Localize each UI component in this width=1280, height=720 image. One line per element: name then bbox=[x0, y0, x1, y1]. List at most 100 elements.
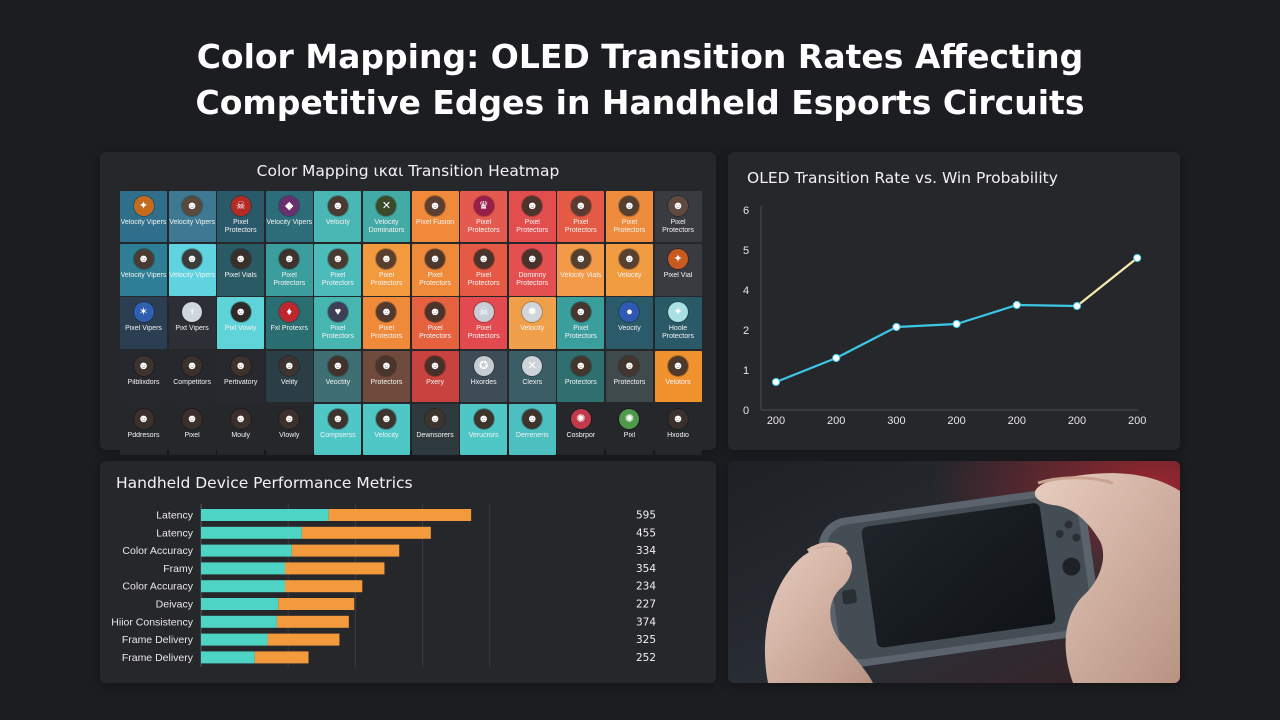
handheld-console-photo bbox=[728, 461, 1180, 683]
heatmap-cell: ✕ Velocity Dominators bbox=[362, 191, 410, 243]
line-data-point bbox=[1133, 253, 1142, 263]
player-portrait-icon: ☻ bbox=[473, 249, 494, 270]
heatmap-cell-label: Pixel Protectors bbox=[564, 219, 597, 234]
bar-category-label: Hiior Consistency bbox=[111, 616, 193, 628]
heatmap-cell: ☻ Velocity bbox=[362, 403, 410, 456]
line-series-segment bbox=[1076, 257, 1138, 307]
heatmap-cell-label: Clexrs bbox=[522, 378, 543, 386]
bar-segment-teal bbox=[201, 615, 277, 628]
heatmap-cell: ☻ Velocity Vials bbox=[557, 244, 605, 296]
heatmap-cell-label: Pixel Protectors bbox=[662, 219, 694, 234]
heatmap-cell-label: Velocity Vipers bbox=[169, 219, 215, 226]
heatmap-cell-label: Hxodio bbox=[667, 431, 689, 439]
heatmap-cell: ☻ Competitors bbox=[168, 350, 216, 402]
player-portrait-icon: ☻ bbox=[425, 302, 446, 323]
heatmap-cell: ✺ Pixl bbox=[605, 403, 653, 456]
bar-category-label: Frame Delivery bbox=[122, 634, 194, 646]
heatmap-cell: ✦ Pixel Vial bbox=[654, 244, 702, 296]
heatmap-cell-label: Pixel Protectors bbox=[467, 272, 500, 288]
heatmap-cell-label: Velocity bbox=[520, 325, 545, 333]
heatmap-panel: Color Mapping ικαι Transition Heatmap ✦ V… bbox=[100, 152, 716, 456]
y-tick-label: 6 bbox=[743, 205, 749, 217]
heatmap-cell: ☻ Vlowly bbox=[265, 403, 313, 456]
bar-chart-panel: Handheld Device Performance Metrics Late… bbox=[100, 461, 716, 683]
heatmap-grid: ✦ Velocity Vipers ☻ Velocity Vipers ☠ Pixel P… bbox=[120, 191, 702, 456]
heatmap-cell-label: Velity bbox=[280, 378, 298, 386]
wolf-emblem-icon: ♥ bbox=[327, 302, 348, 323]
heatmap-cell-label: Velocity bbox=[325, 219, 350, 226]
bar-segment-teal bbox=[201, 633, 268, 646]
heatmap-cell-label: Velocity bbox=[374, 431, 399, 439]
heatmap-cell-label: Velotors bbox=[665, 378, 691, 386]
player-portrait-icon: ☻ bbox=[619, 249, 640, 270]
heatmap-cell: ☻ Protectors bbox=[605, 350, 653, 402]
bar-segment-orange bbox=[291, 544, 400, 557]
player-portrait-icon: ☻ bbox=[570, 302, 591, 323]
bar-segment-orange bbox=[301, 526, 431, 539]
heatmap-cell-label: Pixel Vipers bbox=[125, 325, 162, 333]
heatmap-cell-label: Protectors bbox=[564, 378, 597, 386]
player-portrait-icon: ☻ bbox=[425, 408, 446, 429]
heatmap-cell: ☻ Velocity bbox=[314, 191, 362, 243]
heatmap-cell: ☻ Hxodio bbox=[654, 403, 702, 456]
heatmap-cell-label: Pilblixdors bbox=[127, 378, 160, 386]
heatmap-cell-label: Pixel Protectors bbox=[370, 325, 403, 341]
heatmap-cell: ♦ Fxl Protexrs bbox=[265, 297, 313, 349]
bar-value-label: 595 bbox=[636, 510, 656, 522]
bat-emblem-icon: ✦ bbox=[668, 249, 689, 270]
heatmap-cell: ☻ Velocity Vipers bbox=[120, 244, 167, 296]
shield-emblem-icon: ✶ bbox=[133, 302, 154, 323]
bar-segment-orange bbox=[285, 562, 385, 575]
player-portrait-icon: ☻ bbox=[182, 196, 203, 216]
page-title-line-1: Color Mapping: OLED Transition Rates Aff… bbox=[196, 37, 1084, 76]
heatmap-cell: ☻ Pixel Protectors bbox=[460, 244, 508, 296]
heatmap-cell-label: Pixel Protectors bbox=[467, 325, 500, 341]
heatmap-cell: ☻ Velocity Vipers bbox=[168, 191, 216, 243]
heatmap-cell-label: Pixel Protectors bbox=[370, 272, 403, 288]
heatmap-cell: ☻ Verucrors bbox=[460, 403, 508, 456]
player-portrait-icon: ☻ bbox=[668, 196, 689, 216]
heatmap-cell-label: Verucrors bbox=[468, 431, 499, 439]
player-portrait-icon: ☻ bbox=[279, 355, 300, 376]
heatmap-cell-label: Dominny Protectors bbox=[516, 272, 549, 288]
heatmap-cell: ☻ Veoctity bbox=[314, 350, 362, 402]
heatmap-cell-label: Cosbrpor bbox=[566, 431, 596, 439]
heatmap-cell-label: Pixel Protectors bbox=[564, 325, 597, 341]
player-portrait-icon: ☻ bbox=[376, 355, 397, 376]
player-portrait-icon: ☻ bbox=[279, 408, 300, 429]
heatmap-cell: ☻ Mouly bbox=[217, 403, 265, 456]
bat-emblem-icon: ✦ bbox=[133, 196, 154, 216]
bar-segment-teal bbox=[201, 562, 285, 575]
heatmap-cell: ☻ Pertivatory bbox=[217, 350, 265, 402]
heatmap-cell-label: Pertivatory bbox=[223, 378, 258, 386]
heatmap-cell: ☻ Velocity Vipers bbox=[168, 244, 216, 296]
bar-value-label: 234 bbox=[636, 581, 656, 593]
line-data-point bbox=[832, 353, 841, 363]
crest-emblem-icon: ✺ bbox=[570, 408, 591, 429]
line-series-segment bbox=[956, 303, 1018, 326]
player-portrait-icon: ☻ bbox=[133, 408, 154, 429]
player-portrait-icon: ☻ bbox=[327, 355, 348, 376]
bar-chart: Latency 595 Latency 455 Color Accuracy 334 Fra… bbox=[111, 504, 656, 667]
player-portrait-icon: ☻ bbox=[473, 408, 494, 429]
bar-value-label: 252 bbox=[636, 652, 656, 664]
heatmap-cell: ☻ Pixel Protectors bbox=[314, 244, 362, 296]
player-portrait-icon: ☻ bbox=[522, 408, 543, 429]
heatmap-cell-label: Veocity bbox=[618, 325, 641, 333]
line-data-point bbox=[771, 377, 781, 387]
heatmap-cell: ☻ Velotors bbox=[654, 350, 702, 402]
line-series-segment bbox=[896, 322, 957, 329]
heatmap-cell: ☻ Compserss bbox=[314, 403, 362, 456]
left-hand bbox=[764, 546, 873, 683]
heatmap-cell: ✹ Velocity bbox=[508, 297, 556, 349]
heatmap-cell: ☻ Dominny Protectors bbox=[508, 244, 556, 296]
bar-segment-orange bbox=[285, 580, 363, 593]
demon-emblem-icon: ☠ bbox=[230, 196, 251, 216]
heatmap-cell: ☻ Pixel Protectors bbox=[654, 191, 702, 243]
bar-category-label: Latency bbox=[156, 527, 194, 539]
bar-category-label: Framy bbox=[163, 563, 193, 575]
y-tick-label: 4 bbox=[743, 285, 749, 297]
line-data-point bbox=[952, 319, 961, 329]
player-portrait-icon: ☻ bbox=[376, 249, 397, 270]
heatmap-cell-label: Dewnsorers bbox=[416, 431, 454, 439]
